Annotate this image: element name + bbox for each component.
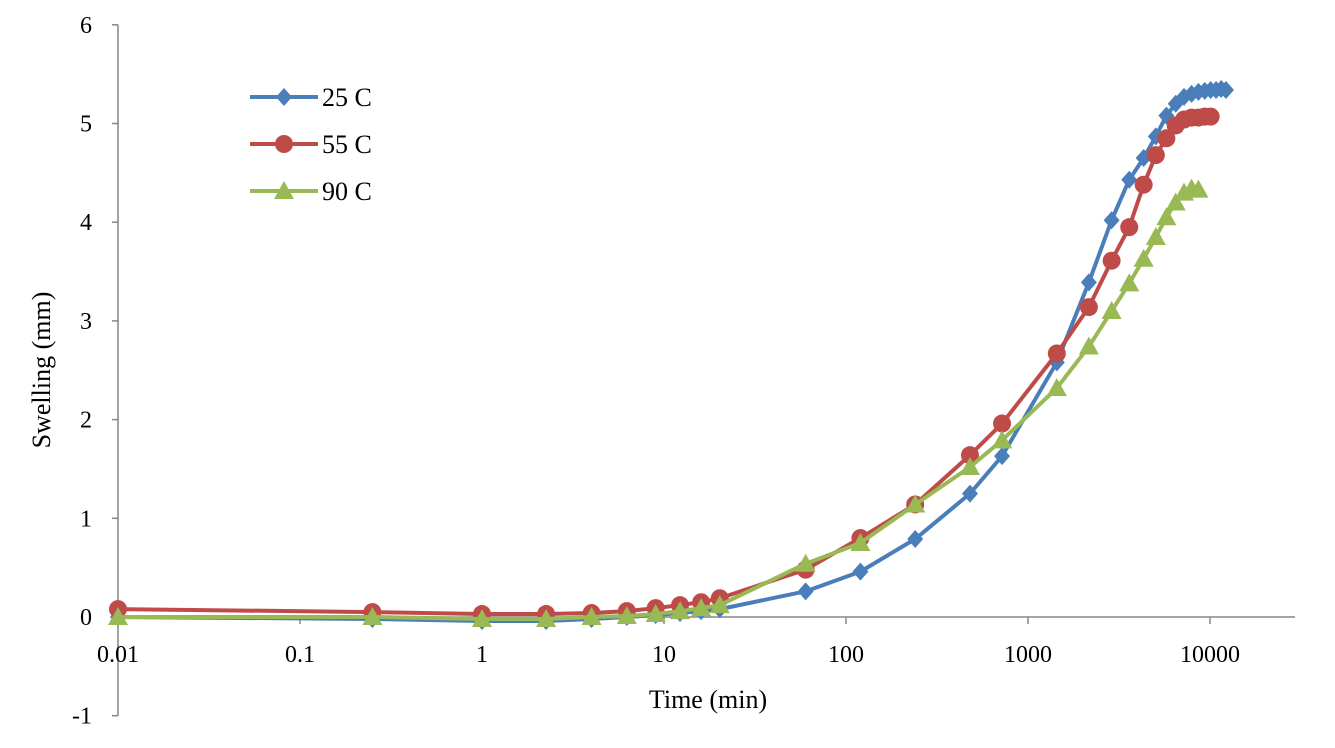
data-point — [1156, 207, 1177, 226]
data-point — [959, 456, 980, 475]
data-point — [797, 582, 814, 601]
data-point — [1047, 344, 1066, 363]
y-axis-title: Swelling (mm) — [27, 292, 56, 449]
data-point — [850, 532, 871, 551]
data-point — [795, 553, 816, 572]
data-point — [1102, 251, 1121, 270]
y-axis-ticks: -1 0 1 2 3 4 5 6 — [72, 13, 118, 730]
data-point — [1217, 80, 1234, 99]
data-point — [709, 595, 730, 614]
data-point — [1078, 336, 1099, 355]
data-point — [1201, 107, 1220, 126]
data-point — [852, 562, 869, 581]
data-point — [274, 181, 294, 199]
data-point — [1145, 227, 1166, 246]
series-90-c — [108, 178, 1209, 627]
x-axis-ticks: 0.01 0.1 1 10 100 1000 10000 — [97, 617, 1240, 668]
data-point — [1079, 298, 1098, 317]
data-point — [276, 88, 292, 106]
data-point — [108, 607, 128, 625]
y-tick-label: 6 — [80, 13, 92, 39]
legend-item: 90 C — [250, 177, 372, 206]
y-tick-label: 1 — [80, 506, 92, 532]
data-point — [536, 608, 557, 627]
y-tick-label: 3 — [80, 309, 92, 335]
x-tick-label: 100 — [828, 642, 864, 668]
data-point — [1165, 192, 1186, 211]
data-point — [275, 135, 293, 153]
data-point — [1121, 170, 1138, 189]
y-tick-label: -1 — [72, 704, 92, 730]
data-point — [1101, 301, 1122, 320]
data-point — [645, 604, 666, 623]
y-tick-label: 2 — [80, 408, 92, 434]
data-point — [1046, 378, 1067, 397]
legend: 25 C 55 C 90 C — [250, 83, 372, 206]
data-point — [1146, 146, 1165, 165]
data-point — [993, 414, 1012, 433]
x-tick-label: 1000 — [1004, 642, 1052, 668]
data-point — [1133, 248, 1154, 267]
data-point — [1134, 175, 1153, 194]
data-point — [362, 607, 383, 625]
x-tick-label: 10 — [652, 642, 676, 668]
data-point — [905, 494, 926, 513]
x-tick-label: 0.01 — [97, 642, 139, 668]
data-point — [1080, 273, 1097, 292]
legend-item: 55 C — [250, 130, 372, 159]
data-point — [670, 601, 691, 620]
data-point — [1157, 129, 1176, 148]
data-point — [960, 446, 979, 465]
data-point — [472, 608, 492, 627]
data-point — [907, 530, 924, 549]
data-point — [616, 606, 637, 625]
data-point — [994, 447, 1011, 466]
legend-label: 90 C — [322, 177, 372, 206]
y-tick-label: 4 — [80, 210, 92, 236]
data-point — [1120, 218, 1139, 237]
x-tick-label: 10000 — [1180, 642, 1240, 668]
data-point — [992, 430, 1013, 449]
x-tick-label: 0.1 — [285, 642, 315, 668]
legend-item: 25 C — [250, 83, 372, 112]
data-point — [1103, 211, 1120, 230]
data-point — [1119, 273, 1140, 292]
data-point — [961, 484, 978, 503]
series-layer — [108, 79, 1234, 630]
y-tick-label: 0 — [80, 605, 92, 631]
series-line — [118, 186, 1199, 621]
x-tick-label: 1 — [476, 642, 488, 668]
data-point — [691, 598, 712, 617]
legend-label: 55 C — [322, 130, 372, 159]
data-point — [1188, 179, 1209, 198]
data-point — [581, 607, 602, 625]
y-tick-label: 5 — [80, 112, 92, 138]
legend-label: 25 C — [322, 83, 372, 112]
x-axis-title: Time (min) — [649, 685, 767, 714]
